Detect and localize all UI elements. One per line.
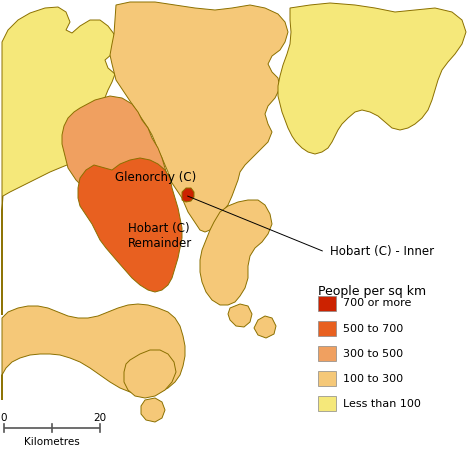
Polygon shape xyxy=(200,200,272,305)
Bar xyxy=(318,296,336,311)
Text: Glenorchy (C): Glenorchy (C) xyxy=(115,172,196,184)
Bar xyxy=(318,396,336,411)
Polygon shape xyxy=(78,158,182,292)
Polygon shape xyxy=(141,398,165,422)
Text: Less than 100: Less than 100 xyxy=(343,399,421,409)
Polygon shape xyxy=(254,316,276,338)
Text: 700 or more: 700 or more xyxy=(343,298,411,308)
Polygon shape xyxy=(2,7,116,315)
Bar xyxy=(318,346,336,361)
Text: People per sq km: People per sq km xyxy=(318,285,426,298)
Polygon shape xyxy=(110,2,288,232)
Bar xyxy=(318,371,336,386)
Polygon shape xyxy=(228,304,252,327)
Bar xyxy=(318,321,336,336)
Text: Hobart (C) - Inner: Hobart (C) - Inner xyxy=(330,246,434,258)
Text: 300 to 500: 300 to 500 xyxy=(343,349,403,359)
Polygon shape xyxy=(2,304,185,400)
Polygon shape xyxy=(62,96,172,228)
Polygon shape xyxy=(124,350,176,398)
Text: Hobart (C)
Remainder: Hobart (C) Remainder xyxy=(128,222,192,250)
Text: 500 to 700: 500 to 700 xyxy=(343,324,403,334)
Text: 20: 20 xyxy=(93,413,106,423)
Polygon shape xyxy=(278,3,466,154)
Text: 0: 0 xyxy=(1,413,7,423)
Text: Kilometres: Kilometres xyxy=(24,437,80,447)
Polygon shape xyxy=(182,188,194,202)
Text: 100 to 300: 100 to 300 xyxy=(343,374,403,384)
